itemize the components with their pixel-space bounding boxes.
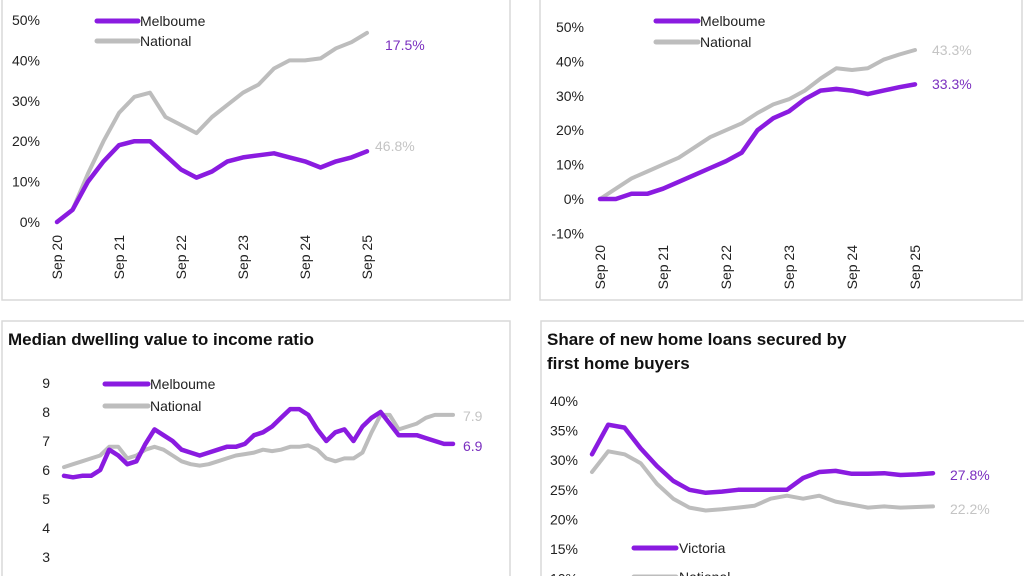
- y-tick-label: 50%: [556, 19, 584, 35]
- end-value-label: 17.5%: [385, 37, 425, 53]
- panel-border: [539, 0, 1023, 301]
- x-tick-label: Sep 25: [359, 235, 375, 280]
- y-tick-label: 20%: [550, 511, 578, 527]
- x-tick-label: Sep 23: [781, 245, 797, 290]
- legend-label: Melboume: [150, 376, 216, 392]
- chart-title: Share of new home loans secured by: [547, 330, 847, 349]
- chart-panel-2: -10% 0% 10% 20% 30% 40% 50% Sep 20 Sep 21 Sep 22 S…: [539, 0, 1023, 301]
- series-line-melboume: [61, 406, 456, 480]
- y-tick-label: 40%: [550, 393, 578, 409]
- panel-border: [540, 320, 1024, 576]
- panel-border: [1, 0, 511, 301]
- legend-label: National: [679, 569, 730, 576]
- end-value-label: 22.2%: [950, 501, 990, 517]
- series-line-victoria: [589, 422, 936, 496]
- end-value-label: 27.8%: [950, 467, 990, 483]
- chart-panel-1: 0% 10% 20% 30% 40% 50% Sep 20 Sep 21 Sep 22 Sep 2…: [1, 0, 511, 301]
- y-tick-label: 3: [42, 549, 50, 565]
- panel-border: [1, 320, 511, 576]
- y-tick-label: 20%: [556, 122, 584, 138]
- legend-label: National: [700, 34, 751, 50]
- x-tick-label: Sep 21: [111, 235, 127, 280]
- y-tick-label: 7: [42, 433, 50, 449]
- y-tick-label: 20%: [12, 133, 40, 149]
- y-tick-label: 4: [42, 520, 50, 536]
- chart-panel-4: Share of new home loans secured by first …: [540, 320, 1024, 576]
- y-tick-label: 0%: [564, 191, 584, 207]
- y-tick-label: 40%: [556, 53, 584, 69]
- series-line-national: [55, 30, 369, 224]
- y-tick-label: -10%: [551, 225, 584, 241]
- x-tick-label: Sep 22: [173, 235, 189, 280]
- y-tick-label: 35%: [550, 423, 578, 439]
- chart-title: Median dwelling value to income ratio: [8, 330, 314, 349]
- x-tick-label: Sep 20: [49, 235, 65, 280]
- end-value-label: 7.9: [463, 408, 483, 424]
- y-tick-label: 30%: [12, 93, 40, 109]
- end-value-label: 6.9: [463, 438, 483, 454]
- y-tick-label: 9: [42, 375, 50, 391]
- x-tick-label: Sep 24: [844, 245, 860, 290]
- x-tick-label: Sep 24: [297, 235, 313, 280]
- series-line-national: [590, 449, 935, 513]
- y-tick-label: 10%: [550, 571, 578, 576]
- end-value-label: 46.8%: [375, 138, 415, 154]
- x-tick-label: Sep 23: [235, 235, 251, 280]
- y-tick-label: 10%: [556, 157, 584, 173]
- chart-title: first home buyers: [547, 354, 690, 373]
- chart-panel-3: Median dwelling value to income ratio 3 4 5…: [1, 320, 511, 576]
- y-tick-label: 30%: [550, 452, 578, 468]
- y-tick-label: 5: [42, 491, 50, 507]
- end-value-label: 33.3%: [932, 76, 972, 92]
- y-tick-label: 10%: [12, 174, 40, 190]
- legend-label: Melboume: [700, 13, 766, 29]
- series-line-national: [62, 412, 455, 470]
- x-tick-label: Sep 25: [907, 245, 923, 290]
- y-tick-label: 8: [42, 404, 50, 420]
- end-value-label: 43.3%: [932, 42, 972, 58]
- legend-label: National: [150, 398, 201, 414]
- y-tick-label: 40%: [12, 52, 40, 68]
- x-tick-label: Sep 21: [655, 245, 671, 290]
- x-tick-label: Sep 20: [592, 245, 608, 290]
- y-tick-label: 15%: [550, 541, 578, 557]
- y-tick-label: 50%: [12, 12, 40, 28]
- x-tick-label: Sep 22: [718, 245, 734, 290]
- y-tick-label: 6: [42, 462, 50, 478]
- legend-label: National: [140, 33, 191, 49]
- series-line-melboume: [54, 138, 370, 225]
- legend-label: Victoria: [679, 540, 726, 556]
- y-tick-label: 30%: [556, 88, 584, 104]
- series-line-national: [598, 48, 917, 201]
- y-tick-label: 25%: [550, 482, 578, 498]
- series-line-melboume: [597, 82, 918, 202]
- y-tick-label: 0%: [20, 214, 40, 230]
- legend-label: Melboume: [140, 13, 206, 29]
